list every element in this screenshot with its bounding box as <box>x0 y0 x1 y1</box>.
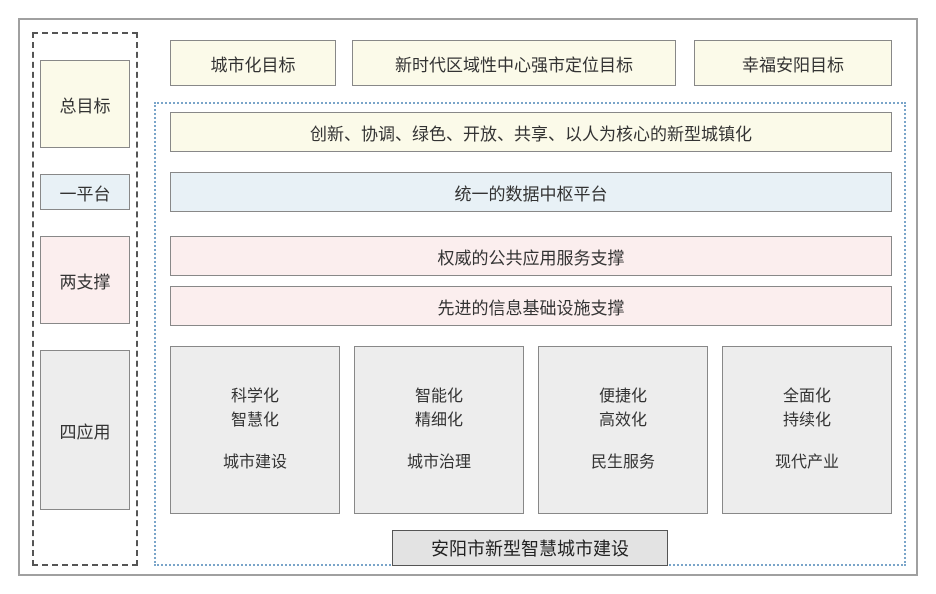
app1-line1: 科学化 <box>231 385 279 409</box>
support-bar-1: 权威的公共应用服务支撑 <box>170 236 892 276</box>
app-box-3: 便捷化 高效化 民生服务 <box>538 346 708 514</box>
sidebar-support-box: 两支撑 <box>40 236 130 324</box>
platform-bar: 统一的数据中枢平台 <box>170 172 892 212</box>
principles-bar: 创新、协调、绿色、开放、共享、以人为核心的新型城镇化 <box>170 112 892 152</box>
support-bar-2: 先进的信息基础设施支撑 <box>170 286 892 326</box>
goal-label-2: 新时代区域性中心强市定位目标 <box>395 51 633 76</box>
support-label-2: 先进的信息基础设施支撑 <box>438 294 625 319</box>
app3-line2: 高效化 <box>599 409 647 433</box>
platform-label: 统一的数据中枢平台 <box>455 180 608 205</box>
app3-line1: 便捷化 <box>599 385 647 409</box>
principles-label: 创新、协调、绿色、开放、共享、以人为核心的新型城镇化 <box>310 120 752 145</box>
goal-box-3: 幸福安阳目标 <box>694 40 892 86</box>
goal-label-3: 幸福安阳目标 <box>742 51 844 76</box>
sidebar-goal-box: 总目标 <box>40 60 130 148</box>
goal-box-2: 新时代区域性中心强市定位目标 <box>352 40 676 86</box>
footer-title-box: 安阳市新型智慧城市建设 <box>392 530 668 566</box>
sidebar-apps-box: 四应用 <box>40 350 130 510</box>
diagram-canvas: 总目标 一平台 两支撑 四应用 城市化目标 新时代区域性中心强市定位目标 幸福安… <box>18 18 918 576</box>
app4-line2: 持续化 <box>783 409 831 433</box>
app4-label: 现代产业 <box>775 451 839 475</box>
app2-line2: 精细化 <box>415 409 463 433</box>
app1-label: 城市建设 <box>223 451 287 475</box>
goal-box-1: 城市化目标 <box>170 40 336 86</box>
app4-line1: 全面化 <box>783 385 831 409</box>
sidebar-apps-label: 四应用 <box>60 418 111 443</box>
footer-title-label: 安阳市新型智慧城市建设 <box>431 535 629 561</box>
app-box-4: 全面化 持续化 现代产业 <box>722 346 892 514</box>
app1-line2: 智慧化 <box>231 409 279 433</box>
sidebar-platform-box: 一平台 <box>40 174 130 210</box>
app2-line1: 智能化 <box>415 385 463 409</box>
app-box-2: 智能化 精细化 城市治理 <box>354 346 524 514</box>
support-label-1: 权威的公共应用服务支撑 <box>438 244 625 269</box>
sidebar-platform-label: 一平台 <box>60 180 111 205</box>
app3-label: 民生服务 <box>591 451 655 475</box>
sidebar-support-label: 两支撑 <box>60 268 111 293</box>
goal-label-1: 城市化目标 <box>211 51 296 76</box>
sidebar-goal-label: 总目标 <box>60 92 111 117</box>
app2-label: 城市治理 <box>407 451 471 475</box>
app-box-1: 科学化 智慧化 城市建设 <box>170 346 340 514</box>
